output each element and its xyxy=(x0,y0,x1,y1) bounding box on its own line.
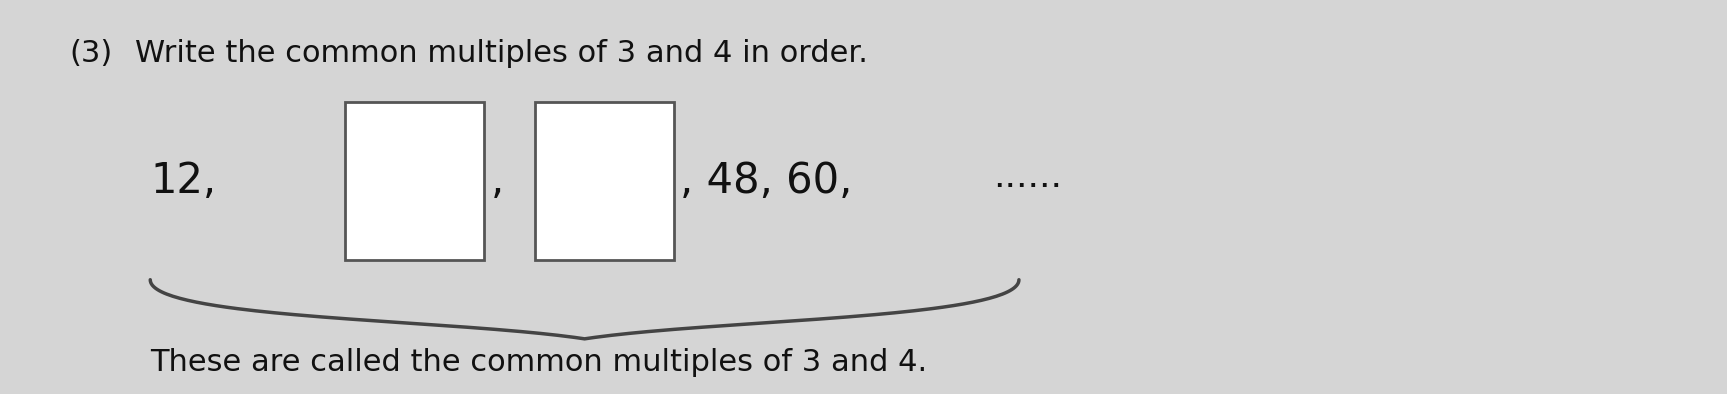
Text: , 48, 60,: , 48, 60, xyxy=(680,160,853,202)
Text: (3): (3) xyxy=(69,39,112,69)
Text: ,: , xyxy=(490,160,504,202)
FancyBboxPatch shape xyxy=(535,102,674,260)
Text: These are called the common multiples of 3 and 4.: These are called the common multiples of… xyxy=(150,348,927,377)
Text: Write the common multiples of 3 and 4 in order.: Write the common multiples of 3 and 4 in… xyxy=(135,39,867,69)
Text: ......: ...... xyxy=(993,160,1062,194)
FancyBboxPatch shape xyxy=(345,102,484,260)
Text: 12,: 12, xyxy=(150,160,216,202)
